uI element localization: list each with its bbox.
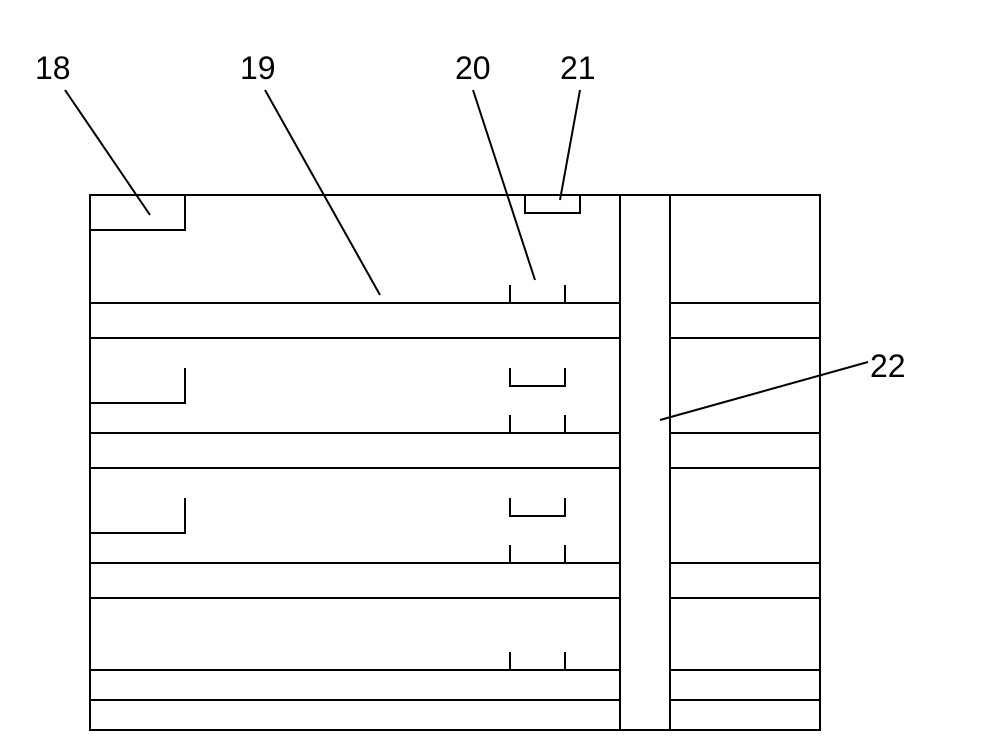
h-bar-3: [90, 563, 820, 598]
small-block-4: [510, 415, 565, 433]
left-block-3: [90, 498, 185, 533]
small-block-7: [510, 652, 565, 670]
small-block-1: [525, 195, 580, 213]
h-bar-4: [90, 670, 820, 700]
left-block-2: [90, 368, 185, 403]
leader-21: [560, 90, 580, 200]
leader-22: [660, 362, 868, 420]
label-18: 18: [35, 50, 71, 87]
label-20: 20: [455, 50, 491, 87]
leader-20: [473, 90, 535, 280]
leader-19: [265, 90, 380, 295]
leader-18: [65, 90, 150, 215]
label-22: 22: [870, 348, 906, 385]
label-19: 19: [240, 50, 276, 87]
vertical-strip: [620, 195, 670, 730]
left-blocks-group: [90, 195, 185, 533]
technical-diagram-svg: [0, 0, 1000, 739]
diagram-container: [0, 0, 1000, 739]
h-bar-2: [90, 433, 820, 468]
h-bar-1: [90, 303, 820, 338]
small-block-2: [510, 285, 565, 303]
left-block-1: [90, 195, 185, 230]
small-block-5: [510, 498, 565, 516]
small-block-6: [510, 545, 565, 563]
small-block-3: [510, 368, 565, 386]
label-21: 21: [560, 50, 596, 87]
horizontal-bars-group: [90, 303, 820, 700]
